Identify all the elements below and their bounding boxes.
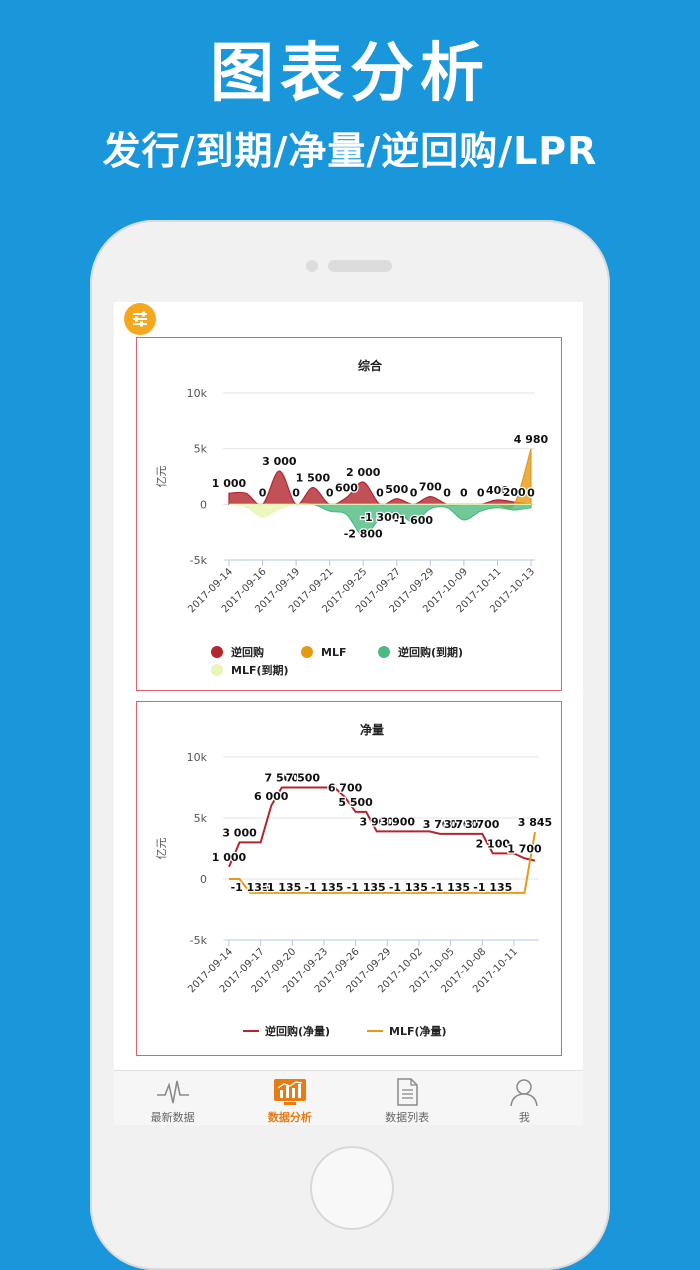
home-button[interactable] <box>310 1146 394 1230</box>
bottom-tab-bar: 最新数据 数据分析 <box>114 1070 583 1125</box>
tab-label: 数据列表 <box>385 1111 430 1124</box>
net-chart: 净量10k5k0-5k亿元2017-09-142017-09-172017-09… <box>155 722 553 1038</box>
y-axis-label: 亿元 <box>155 466 168 488</box>
tab-label: 我 <box>518 1111 530 1124</box>
data-label: 6 700 <box>328 781 363 794</box>
data-label: 1 000 <box>212 851 247 864</box>
chart-card-net: 净量 10k 5k 0 -5k 亿元 2017-09-14 2017-09-17 2017-09… <box>136 701 562 1056</box>
legend-marker <box>378 646 390 658</box>
data-label: 0 <box>326 486 334 499</box>
tab-label: 最新数据 <box>150 1111 195 1124</box>
promo-subtitle: 发行/到期/净量/逆回购/LPR <box>102 129 598 173</box>
data-label: -1 135 <box>262 881 301 894</box>
data-label: -1 135 <box>231 881 270 894</box>
data-label: 0 <box>292 486 300 499</box>
data-label: 600 <box>335 482 358 495</box>
y-axis-label: 亿元 <box>155 838 168 860</box>
data-label: 0 <box>259 486 267 499</box>
data-label: 7 500 <box>265 772 300 785</box>
data-label: 0 <box>460 486 468 499</box>
tab-label: 数据分析 <box>267 1111 312 1124</box>
app-screen: 综合 10k 5k 0 -5k 亿元 2017-09-14 2017-09-16 2017-09… <box>114 302 583 1125</box>
person-icon <box>510 1079 539 1107</box>
legend-marker <box>301 646 313 658</box>
y-tick-label: 0 <box>200 873 207 886</box>
speaker-grille <box>328 260 392 272</box>
data-label: 3 700 <box>444 818 479 831</box>
legend-label: 逆回购(净量) <box>265 1024 330 1038</box>
phone-frame: 综合 10k 5k 0 -5k 亿元 2017-09-14 2017-09-16 2017-09… <box>90 220 610 1270</box>
data-label: 7 500 <box>286 772 321 785</box>
chart-card-combined: 综合 10k 5k 0 -5k 亿元 2017-09-14 2017-09-16 2017-09… <box>136 337 562 691</box>
legend-label: 逆回购 <box>231 645 264 659</box>
data-label: 400 <box>486 484 509 497</box>
legend-label: MLF(净量) <box>389 1024 447 1038</box>
data-label: 0 <box>477 486 485 499</box>
data-label: -1 135 <box>431 881 470 894</box>
data-label: 3 700 <box>465 818 500 831</box>
data-label: 0 <box>410 486 418 499</box>
tab-data-analysis[interactable]: 数据分析 <box>231 1071 348 1125</box>
data-label: 6 000 <box>254 790 289 803</box>
legend-marker <box>211 646 223 658</box>
filter-button[interactable] <box>124 303 156 335</box>
legend-label: MLF(到期) <box>231 663 289 677</box>
y-tick-label: -5k <box>190 554 208 567</box>
data-label: 2 000 <box>346 466 381 479</box>
series-line <box>229 831 536 894</box>
data-label: -1 135 <box>304 881 343 894</box>
tab-data-list[interactable]: 数据列表 <box>349 1071 466 1125</box>
series-area <box>228 503 531 518</box>
data-label: 3 000 <box>222 826 257 839</box>
promo-title: 图表分析 <box>210 37 490 111</box>
sliders-icon <box>133 311 147 327</box>
y-tick-label: 5k <box>194 812 208 825</box>
data-label: -1 600 <box>394 514 433 527</box>
data-label: -1 135 <box>347 881 386 894</box>
data-label: 4 980 <box>514 433 549 446</box>
data-label: -1 300 <box>360 511 399 524</box>
data-label: 1 000 <box>212 477 247 490</box>
y-tick-label: 5k <box>194 443 208 456</box>
data-label: -1 135 <box>473 881 512 894</box>
data-label: 3 700 <box>423 818 458 831</box>
data-label: 3 900 <box>381 815 416 828</box>
data-label: 3 845 <box>518 816 552 829</box>
y-tick-label: 0 <box>200 498 207 511</box>
data-label: 1 500 <box>296 472 331 485</box>
data-label: 1 700 <box>507 842 542 855</box>
data-label: 500 <box>385 483 408 496</box>
chart-title: 净量 <box>360 722 384 737</box>
data-label: -2 800 <box>344 528 383 541</box>
tab-latest-data[interactable]: 最新数据 <box>114 1071 231 1125</box>
data-label: 3 900 <box>359 815 394 828</box>
y-tick-label: 10k <box>187 751 208 764</box>
data-label: 0 <box>443 486 451 499</box>
combined-chart: 综合10k5k0-5k亿元2017-09-142017-09-162017-09… <box>155 358 550 677</box>
data-label: 700 <box>419 481 442 494</box>
legend-marker <box>211 664 223 676</box>
y-tick-label: 10k <box>187 387 208 400</box>
data-label: 200 <box>503 486 526 499</box>
data-label: 0 <box>376 486 384 499</box>
data-label: -1 135 <box>389 881 428 894</box>
tab-me[interactable]: 我 <box>466 1071 583 1125</box>
data-label: 2 100 <box>476 837 511 850</box>
pulse-icon <box>156 1080 189 1104</box>
y-tick-label: -5k <box>190 934 208 947</box>
data-label: 5 500 <box>338 796 373 809</box>
series-line <box>228 786 536 868</box>
chart-title: 综合 <box>358 358 383 373</box>
legend-label: 逆回购(到期) <box>398 645 463 659</box>
chart-monitor-icon <box>273 1079 306 1105</box>
legend-label: MLF <box>321 646 346 659</box>
data-label: 3 000 <box>262 455 297 468</box>
data-label: 0 <box>527 486 535 499</box>
front-camera <box>306 260 318 272</box>
document-list-icon <box>397 1078 418 1106</box>
